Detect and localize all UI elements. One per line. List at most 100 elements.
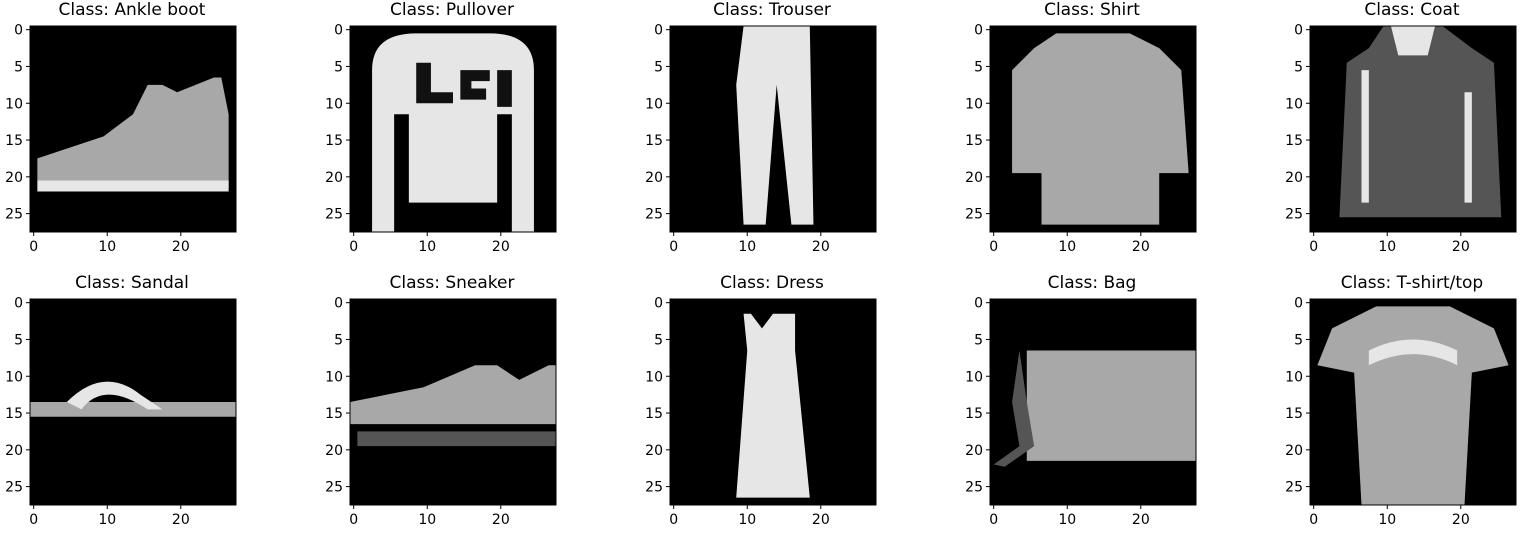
shirt-shape: [1012, 33, 1189, 225]
y-tick-label: 20: [5, 443, 23, 459]
panel-axes: 0 5 10 15 20 25 0 10 20: [1285, 23, 1517, 255]
ankle-boot-shape: [37, 77, 229, 188]
y-tick-label: 0: [14, 296, 23, 312]
y-tick-label: 0: [1294, 296, 1303, 312]
y-tick-label: 5: [654, 332, 663, 348]
coat-image: [1339, 26, 1502, 218]
x-tick-label: 0: [989, 239, 998, 255]
image-panel: Class: Sneaker 0 5 10 15 20 25 0 10 20: [325, 273, 606, 545]
y-tick-label: 15: [1285, 133, 1303, 149]
axes-frame: [29, 25, 237, 233]
y-tick-label: 10: [325, 369, 343, 385]
pullover-print: [416, 62, 512, 107]
y-tick-label: 10: [965, 369, 983, 385]
y-tick-label: 0: [334, 23, 343, 39]
panel-axes: 0 5 10 15 20 25 0 10 20: [645, 23, 877, 255]
y-tick-label: 15: [645, 406, 663, 422]
tshirt-print: [1368, 339, 1458, 366]
x-tick-label: 0: [669, 512, 678, 528]
x-tick-label: 20: [1132, 239, 1150, 255]
y-tick-label: 10: [5, 96, 23, 112]
sneaker-shape: [350, 365, 556, 425]
x-tick-label: 0: [349, 512, 358, 528]
panel-title: Class: Bag: [1047, 273, 1137, 293]
y-tick-label: 25: [965, 207, 983, 223]
y-tick-label: 25: [325, 207, 343, 223]
panel-title: Class: Dress: [720, 273, 824, 293]
axes-frame: [349, 25, 557, 233]
y-tick-label: 15: [965, 406, 983, 422]
x-tick-label: 10: [418, 512, 436, 528]
sneaker-image: [350, 365, 556, 447]
y-tick-label: 10: [645, 96, 663, 112]
y-tick-label: 15: [325, 406, 343, 422]
y-tick-label: 15: [645, 133, 663, 149]
y-tick-label: 25: [1285, 207, 1303, 223]
y-tick-label: 15: [965, 133, 983, 149]
y-tick-label: 5: [1294, 332, 1303, 348]
y-tick-label: 0: [14, 23, 23, 39]
y-tick-label: 15: [325, 133, 343, 149]
panel-axes: 0 5 10 15 20 25 0 10 20: [1285, 296, 1517, 528]
image-panel: Class: T-shirt/top 0 5 10 15 20 25 0 10 20: [1285, 273, 1524, 545]
y-tick-label: 10: [965, 96, 983, 112]
x-tick-label: 0: [669, 239, 678, 255]
y-tick-label: 20: [965, 170, 983, 186]
axes-frame: [349, 298, 557, 506]
image-panel: Class: Bag 0 5 10 15 20 25 0 10 20: [965, 273, 1246, 545]
y-tick-label: 5: [1294, 59, 1303, 75]
axes-frame: [669, 25, 877, 233]
bag-body: [1026, 350, 1196, 461]
shirt-image: [1012, 33, 1189, 225]
y-tick-label: 10: [1285, 96, 1303, 112]
y-tick-label: 20: [325, 170, 343, 186]
y-tick-label: 25: [325, 480, 343, 496]
y-tick-label: 10: [1285, 369, 1303, 385]
axes-frame: [1309, 25, 1517, 233]
panel-axes: 0 5 10 15 20 25 0 10 20: [965, 23, 1197, 255]
axes-frame: [669, 298, 877, 506]
panel-axes: 0 5 10 15 20 25 0 10 20: [325, 296, 557, 528]
axes-frame: [29, 298, 237, 506]
axes-frame: [1309, 298, 1517, 506]
x-tick-label: 10: [1058, 239, 1076, 255]
trouser-image: [736, 26, 814, 225]
y-tick-label: 25: [645, 207, 663, 223]
y-tick-label: 5: [14, 332, 23, 348]
x-tick-label: 20: [812, 239, 830, 255]
y-tick-label: 5: [974, 59, 983, 75]
x-tick-label: 20: [1132, 512, 1150, 528]
x-tick-label: 0: [1309, 239, 1318, 255]
ankle-boot-image: [37, 77, 229, 192]
y-tick-label: 20: [5, 170, 23, 186]
sandal-strap: [66, 381, 163, 410]
bag-image: [993, 350, 1196, 467]
axes-frame: [989, 25, 1197, 233]
pullover-shape: [372, 33, 534, 232]
x-tick-label: 10: [1378, 512, 1396, 528]
y-tick-label: 0: [974, 296, 983, 312]
image-panel: Class: Sandal 0 5 10 15 20 25 0 10 20: [5, 273, 286, 545]
ankle-boot-sole: [37, 180, 229, 192]
x-tick-label: 10: [98, 512, 116, 528]
y-tick-label: 15: [5, 406, 23, 422]
x-tick-label: 10: [1058, 512, 1076, 528]
image-panel: Class: Coat 0 5 10 15 20 25 0 10 20: [1285, 0, 1524, 272]
x-tick-label: 20: [492, 512, 510, 528]
y-tick-label: 10: [325, 96, 343, 112]
image-panel: Class: Shirt 0 5 10 15 20 25 0 10 20: [965, 0, 1246, 272]
trouser-shape: [736, 26, 814, 225]
y-tick-label: 0: [654, 23, 663, 39]
image-panel: Class: Ankle boot 0 5 10 15 20 25 0 10 20: [5, 0, 286, 272]
x-tick-label: 0: [989, 512, 998, 528]
dress-shape: [736, 313, 810, 498]
panel-axes: 0 5 10 15 20 25 0 10 20: [965, 296, 1197, 528]
sandal-sole: [30, 402, 236, 417]
x-tick-label: 10: [1378, 239, 1396, 255]
panel-title: Class: T-shirt/top: [1340, 273, 1484, 293]
y-tick-label: 25: [1285, 480, 1303, 496]
tshirt-shape: [1317, 306, 1509, 505]
x-tick-label: 0: [1309, 512, 1318, 528]
y-tick-label: 20: [325, 443, 343, 459]
y-tick-label: 0: [974, 23, 983, 39]
